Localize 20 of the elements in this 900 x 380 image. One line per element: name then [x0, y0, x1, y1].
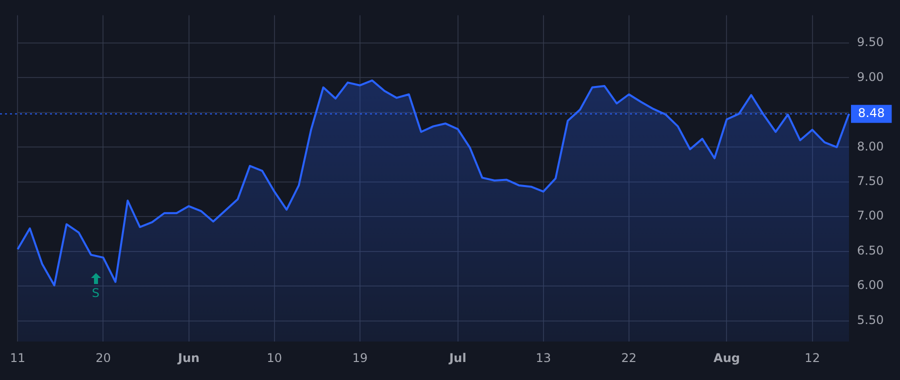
x-tick-label: 12 — [804, 350, 820, 365]
x-tick-label: 22 — [621, 350, 637, 365]
x-tick-label: 13 — [536, 350, 551, 365]
x-tick-label: 19 — [352, 350, 368, 365]
y-tick-label: 8.00 — [857, 139, 884, 154]
x-tick-label: 11 — [10, 350, 26, 365]
x-tick-label: 20 — [96, 350, 111, 365]
y-tick-label: 9.50 — [857, 35, 884, 50]
y-tick-label: 7.50 — [857, 174, 884, 188]
x-tick-label: Jun — [177, 350, 200, 365]
ref-line-label: 8.48 — [858, 106, 885, 120]
y-tick-label: 5.50 — [857, 312, 884, 327]
y-tick-label: 6.50 — [857, 243, 884, 258]
y-tick-label: 9.00 — [857, 70, 884, 84]
annotation: S — [92, 286, 100, 300]
x-tick-label: Aug — [714, 350, 740, 365]
x-tick-label: Jul — [448, 350, 466, 365]
y-tick-label: 7.00 — [857, 208, 884, 223]
y-tick-label: 6.00 — [857, 278, 884, 292]
x-tick-label: 10 — [266, 350, 282, 365]
